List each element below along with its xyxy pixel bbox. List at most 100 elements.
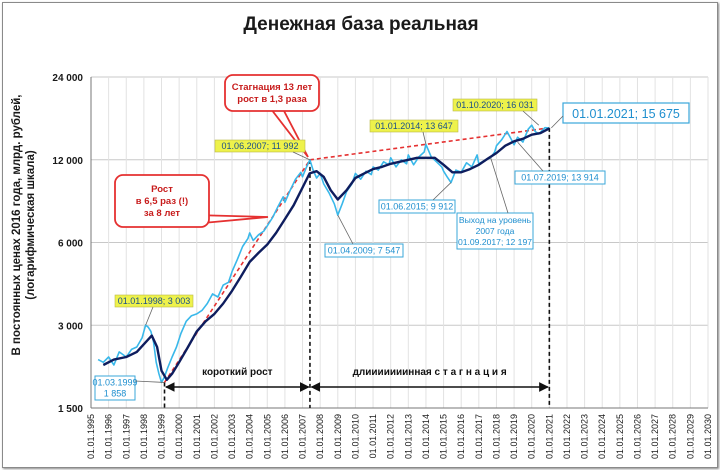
label-1998: 01.01.1998; 3 003 [118,296,191,306]
leader-2007 [292,151,311,161]
growth-callout-box [114,174,210,228]
chart-svg: Денежная база реальная В постоянных цена… [11,14,713,459]
x-tick-label: 01.01.2030 [703,414,713,459]
y-axis-ticks: 1 500 3 000 6 000 12 000 24 000 [52,73,83,415]
x-tick-label: 01.01.2022 [562,414,572,459]
x-tick-label: 01.01.2001 [192,414,202,459]
text-line: Рост [151,184,173,195]
text-line: 01.09.2017; 12 197 [458,237,532,247]
label-2019-box [514,170,606,185]
x-tick-label: 01.01.2008 [315,414,325,459]
x-tick-label: 01.01.2017 [474,414,484,459]
x-tick-label: 01.01.2013 [403,414,413,459]
x-tick-label: 01.01.2002 [209,414,219,459]
stagnation-callout: Стагнация 13 лет рост в 1,3 раза [232,82,313,105]
y-tick-label: 12 000 [52,156,83,167]
label-2014-bg [369,119,459,133]
label-1999-box [94,375,136,401]
label-2020: 01.10.2020; 16 031 [456,100,534,110]
leader-2014 [422,131,427,145]
label-2007-bg [214,139,306,153]
label-2019: 01.07.2019; 13 914 [521,173,599,183]
label-1998-bg [114,294,194,308]
leader-2009 [337,214,354,245]
x-tick-label: 01.01.2015 [439,414,449,459]
label-2020-bg [452,98,538,112]
x-tick-label: 01.01.2007 [298,414,308,459]
grid [90,76,709,409]
y-axis-label-line2: (логарифмическая шкала) [25,150,37,300]
text-line: 01.06.2015; 9 912 [381,202,454,212]
series-line-smoothed [102,127,550,381]
text-line: 01.03.1999 [92,378,137,388]
growth-callout: Рост в 6,5 раз (!) за 8 лет [136,184,188,219]
x-tick-label: 01.01.2025 [615,414,625,459]
label-2007: 01.06.2007; 11 992 [222,141,299,151]
y-tick-label: 3 000 [58,321,83,332]
trend-stagnation-line [309,127,550,161]
x-tick-label: 01.01.1997 [121,414,131,459]
text-line: 01.07.2019; 13 914 [521,173,599,183]
x-tick-label: 01.01.2024 [597,414,607,459]
label-2015: 01.06.2015; 9 912 [381,202,454,212]
x-tick-label: 01.01.1999 [157,414,167,459]
label-2021: 01.01.2021; 15 675 [572,107,680,121]
y-axis-label-line1: В постоянных ценах 2016 года, млрд. рубл… [11,95,23,356]
label-2009: 01.04.2009; 7 547 [328,246,401,256]
leader-2015 [432,182,452,201]
text-line: Стагнация 13 лет [232,82,313,93]
x-tick-label: 01.01.2005 [262,414,272,459]
x-axis-ticks: 01.01.1995 01.01.1996 01.01.1997 01.01.1998… [86,414,713,459]
y-tick-label: 24 000 [52,73,83,84]
x-tick-label: 01.01.2019 [509,414,519,459]
x-tick-label: 01.01.1998 [139,414,149,459]
leader-1999 [134,380,165,383]
x-tick-label: 01.01.2004 [245,414,255,459]
text-line: 1 858 [104,389,127,399]
y-tick-label: 6 000 [58,239,83,250]
short-growth-label: короткий рост [202,367,273,378]
x-tick-label: 01.01.2023 [580,414,590,459]
x-tick-label: 01.01.2029 [685,414,695,459]
x-tick-label: 01.01.1996 [104,414,114,459]
chart-title: Денежная база реальная [243,14,478,35]
label-2015-box [378,199,456,214]
x-tick-label: 01.01.2012 [386,414,396,459]
x-tick-label: 01.01.2018 [491,414,501,459]
x-tick-label: 01.01.2000 [174,414,184,459]
x-tick-label: 01.01.2011 [368,414,378,458]
label-2021-box [562,102,690,124]
leader-2019 [517,141,544,172]
annotations: короткий рост длииииииинная с т а г н а ц… [92,74,690,401]
text-line: в 6,5 раз (!) [136,196,188,207]
x-tick-label: 01.01.2010 [350,414,360,459]
label-2017-box [456,212,534,250]
text-line: 01.04.2009; 7 547 [328,246,401,256]
leader-2017 [490,157,509,214]
label-2014: 01.01.2014; 13 647 [375,121,453,131]
series-lines [97,124,550,384]
text-line: рост в 1,3 раза [237,94,307,105]
label-1999: 01.03.1999 1 858 [92,378,137,399]
x-tick-label: 01.01.2009 [333,414,343,459]
trend-lines [163,127,551,408]
leader-2021 [551,115,564,129]
stagnation-label: длииииииинная с т а г н а ц и я [353,367,507,378]
text-line: за 8 лет [144,208,181,219]
stagnation-callout-box [224,74,320,112]
x-tick-label: 01.01.2027 [650,414,660,459]
leader-2020 [522,110,540,126]
text-line: Выход на уровень [459,215,532,225]
x-tick-label: 01.01.2021 [544,414,554,459]
x-tick-label: 01.01.2003 [227,414,237,459]
leader-1998 [145,306,154,326]
label-2009-box [324,243,404,258]
x-tick-label: 01.01.2016 [456,414,466,459]
x-tick-label: 01.01.2028 [668,414,678,459]
x-tick-label: 01.01.2020 [527,414,537,459]
x-tick-label: 01.01.2014 [421,414,431,459]
x-tick-label: 01.01.1995 [86,414,96,459]
y-tick-label: 1 500 [58,404,83,415]
series-line-raw [97,124,550,384]
